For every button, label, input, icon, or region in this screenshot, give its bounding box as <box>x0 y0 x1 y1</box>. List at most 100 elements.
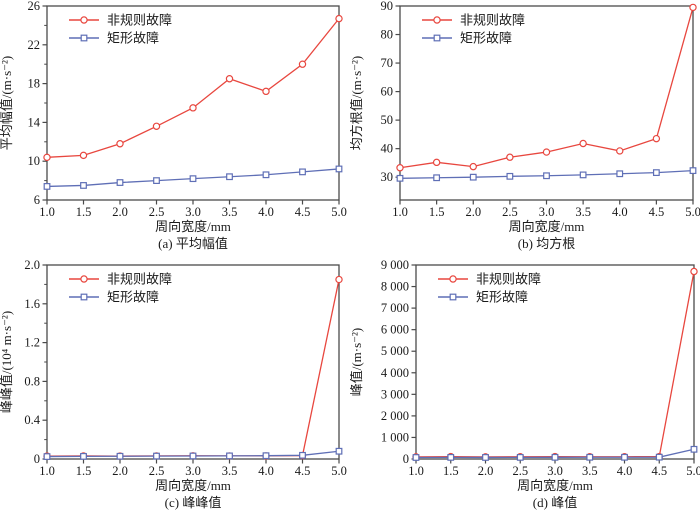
legend-label: 矩形故障 <box>476 290 528 305</box>
chart-d: 0 1 000 2 000 3 000 4 000 5 000 6 000 7 000 8 00… <box>350 259 700 518</box>
square-marker <box>449 293 457 301</box>
legend-label: 非规则故障 <box>107 13 172 28</box>
square-marker <box>551 453 559 461</box>
square-marker <box>153 177 160 185</box>
circle-marker <box>43 153 51 162</box>
circle-marker <box>152 122 161 130</box>
y-tick-label: 2.0 <box>24 259 40 272</box>
x-tick-label: 2.5 <box>149 464 165 478</box>
x-tick-label: 2.5 <box>149 205 165 219</box>
series-rectangular <box>412 445 698 461</box>
y-tick-label: 1 000 <box>381 430 409 444</box>
square-marker <box>43 453 51 460</box>
square-marker <box>80 34 88 42</box>
x-tick-label: 1.0 <box>39 464 55 478</box>
x-tick-label: 4.5 <box>649 205 665 219</box>
square-marker <box>690 445 698 453</box>
circle-marker <box>449 275 457 283</box>
circle-marker <box>433 16 441 24</box>
square-marker <box>226 173 233 181</box>
y-tick-label: 7 000 <box>381 301 409 315</box>
square-marker <box>621 453 628 461</box>
series-irregular <box>396 3 697 172</box>
chart-b-canvas: 30 40 50 60 70 80 90 1.0 1.5 2.0 2.5 3.0 3.5 4.0 4.5 5.… <box>350 0 700 233</box>
circle-marker <box>542 148 551 156</box>
x-tick-label: 4.5 <box>651 464 667 478</box>
axes: 0 0.4 0.8 1.2 1.6 2.0 1.0 1.5 2.0 2.5 3.0 3.5 4.0 4.5… <box>0 259 347 492</box>
x-tick-label: 2.5 <box>512 464 528 478</box>
x-tick-label: 1.0 <box>39 205 55 219</box>
y-axis-label: 峰值/(m·s⁻²) <box>350 328 364 397</box>
chart-b: 30 40 50 60 70 80 90 1.0 1.5 2.0 2.5 3.0 3.5 4.0 4.5 5.… <box>350 0 700 259</box>
axes: 30 40 50 60 70 80 90 1.0 1.5 2.0 2.5 3.0 3.5 4.0 4.5 5.… <box>350 0 700 233</box>
axes: 0 1 000 2 000 3 000 4 000 5 000 6 000 7 000 8 00… <box>350 259 700 492</box>
square-marker <box>43 183 51 190</box>
square-marker <box>447 453 455 461</box>
x-axis-label: 周向宽度/mm <box>517 478 593 492</box>
chart-d-caption: (d) 峰值 <box>532 495 578 510</box>
y-tick-label: 26 <box>28 0 41 13</box>
y-tick-label: 5 000 <box>381 344 409 358</box>
plot-frame <box>46 5 340 201</box>
circle-marker <box>189 104 197 112</box>
axes: 6 10 14 18 22 26 1.0 1.5 2.0 2.5 3.0 3.5 4.0 4.5 5.0 周向… <box>0 0 347 233</box>
series-irregular <box>43 14 343 162</box>
x-tick-label: 5.0 <box>686 464 700 478</box>
y-axis-label: 平均幅值/(m·s⁻²) <box>0 56 14 151</box>
y-tick-label: 0.8 <box>24 374 40 388</box>
square-marker <box>506 172 514 180</box>
x-tick-label: 5.0 <box>331 464 347 478</box>
circle-marker <box>262 87 270 96</box>
circle-marker <box>80 275 88 283</box>
circle-marker <box>689 3 697 12</box>
circle-marker <box>506 153 514 161</box>
legend-label: 矩形故障 <box>107 290 159 305</box>
circle-marker <box>116 140 124 148</box>
circle-marker <box>652 134 661 143</box>
x-tick-label: 2.0 <box>478 464 494 478</box>
square-marker <box>396 174 404 182</box>
y-tick-label: 80 <box>381 28 394 42</box>
x-tick-label: 2.0 <box>112 464 128 478</box>
square-marker <box>655 453 663 461</box>
y-tick-label: 2 000 <box>381 409 409 423</box>
square-marker <box>433 34 441 42</box>
chart-c: 0 0.4 0.8 1.2 1.6 2.0 1.0 1.5 2.0 2.5 3.0 3.5 4.0 4.5… <box>0 259 350 518</box>
series-rectangular <box>43 447 343 460</box>
square-marker <box>412 454 420 461</box>
y-tick-label: 30 <box>381 170 394 184</box>
x-tick-label: 3.5 <box>575 205 591 219</box>
x-tick-label: 1.0 <box>408 464 424 478</box>
x-tick-label: 2.5 <box>502 205 518 219</box>
series-line <box>46 279 340 457</box>
square-marker <box>689 167 697 175</box>
square-marker <box>616 170 624 178</box>
y-tick-label: 60 <box>381 85 394 99</box>
chart-a-caption: (a) 平均幅值 <box>158 236 228 251</box>
legend-label: 非规则故障 <box>107 272 172 287</box>
square-marker <box>335 165 343 173</box>
series-rectangular <box>43 165 343 190</box>
circle-marker <box>616 147 624 155</box>
circle-marker <box>432 158 441 167</box>
legend-label: 矩形故障 <box>460 31 512 46</box>
y-axis-label: 峰峰值/(10⁴ m·s⁻²) <box>0 311 14 413</box>
square-marker <box>262 452 270 460</box>
x-tick-label: 4.0 <box>258 464 274 478</box>
x-tick-label: 4.5 <box>295 464 311 478</box>
y-tick-label: 40 <box>381 142 394 156</box>
square-marker <box>116 179 124 186</box>
x-tick-label: 4.5 <box>295 205 311 219</box>
circle-marker <box>396 164 404 172</box>
square-marker <box>153 452 160 460</box>
square-marker <box>469 173 477 181</box>
circle-marker <box>690 267 698 276</box>
series-line <box>46 18 340 158</box>
y-tick-label: 14 <box>28 115 41 129</box>
square-marker <box>433 174 441 182</box>
square-marker <box>189 175 197 183</box>
circle-marker <box>79 151 88 160</box>
series-line <box>415 271 695 458</box>
